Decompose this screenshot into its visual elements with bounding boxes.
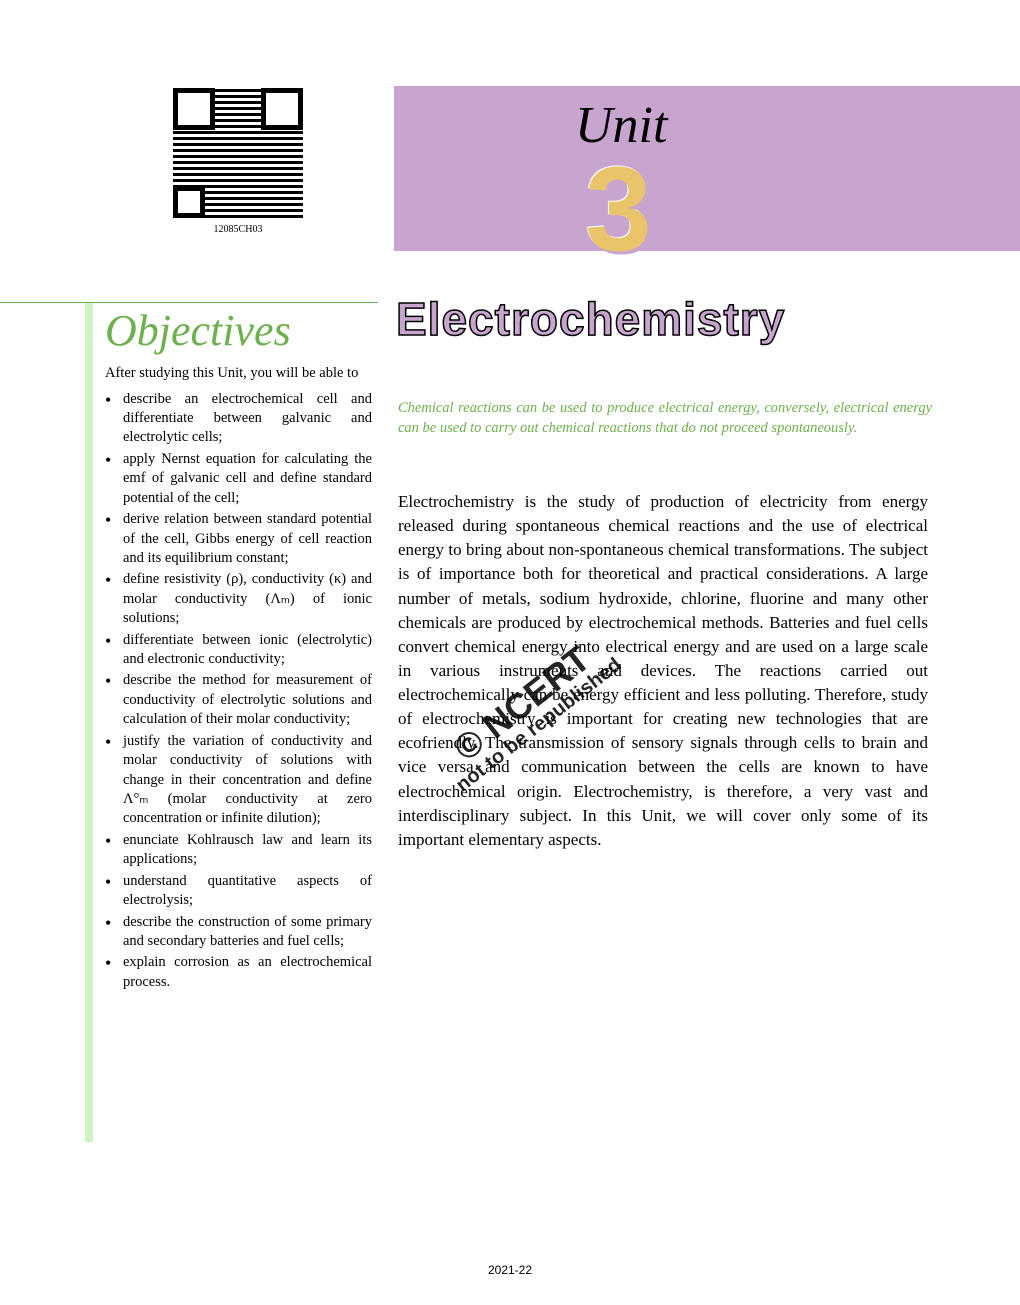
objectives-section: Objectives After studying this Unit, you… — [85, 302, 378, 1142]
qr-section: 12085CH03 — [166, 88, 310, 248]
footer-year: 2021-22 — [0, 1263, 1020, 1277]
objectives-item: explain corrosion as an electrochemical … — [123, 953, 372, 992]
chapter-title: Electrochemistry — [396, 292, 785, 346]
objectives-item: enunciate Kohlrausch law and learn its a… — [123, 831, 372, 870]
objectives-item: justify the variation of conductivity an… — [123, 732, 372, 829]
objectives-item: derive relation between standard potenti… — [123, 510, 372, 568]
body-text: Electrochemistry is the study of product… — [398, 490, 928, 852]
qr-label: 12085CH03 — [166, 224, 310, 235]
unit-number: 3 — [585, 140, 652, 278]
qr-code — [173, 88, 303, 218]
objectives-list: describe an electrochemical cell and dif… — [93, 390, 378, 993]
chapter-tagline: Chemical reactions can be used to produc… — [398, 398, 932, 439]
objectives-item: understand quantitative aspects of elect… — [123, 872, 372, 911]
objectives-item: describe an electrochemical cell and dif… — [123, 390, 372, 448]
objectives-intro: After studying this Unit, you will be ab… — [93, 356, 378, 390]
unit-banner — [394, 86, 1020, 251]
objectives-item: describe the construction of some primar… — [123, 913, 372, 952]
objectives-item: describe the method for measurement of c… — [123, 671, 372, 729]
objectives-heading: Objectives — [93, 302, 378, 356]
objectives-item: define resistivity (ρ), conductivity (κ)… — [123, 570, 372, 628]
objectives-item: apply Nernst equation for calculating th… — [123, 450, 372, 508]
objectives-item: differentiate between ionic (electrolyti… — [123, 631, 372, 670]
